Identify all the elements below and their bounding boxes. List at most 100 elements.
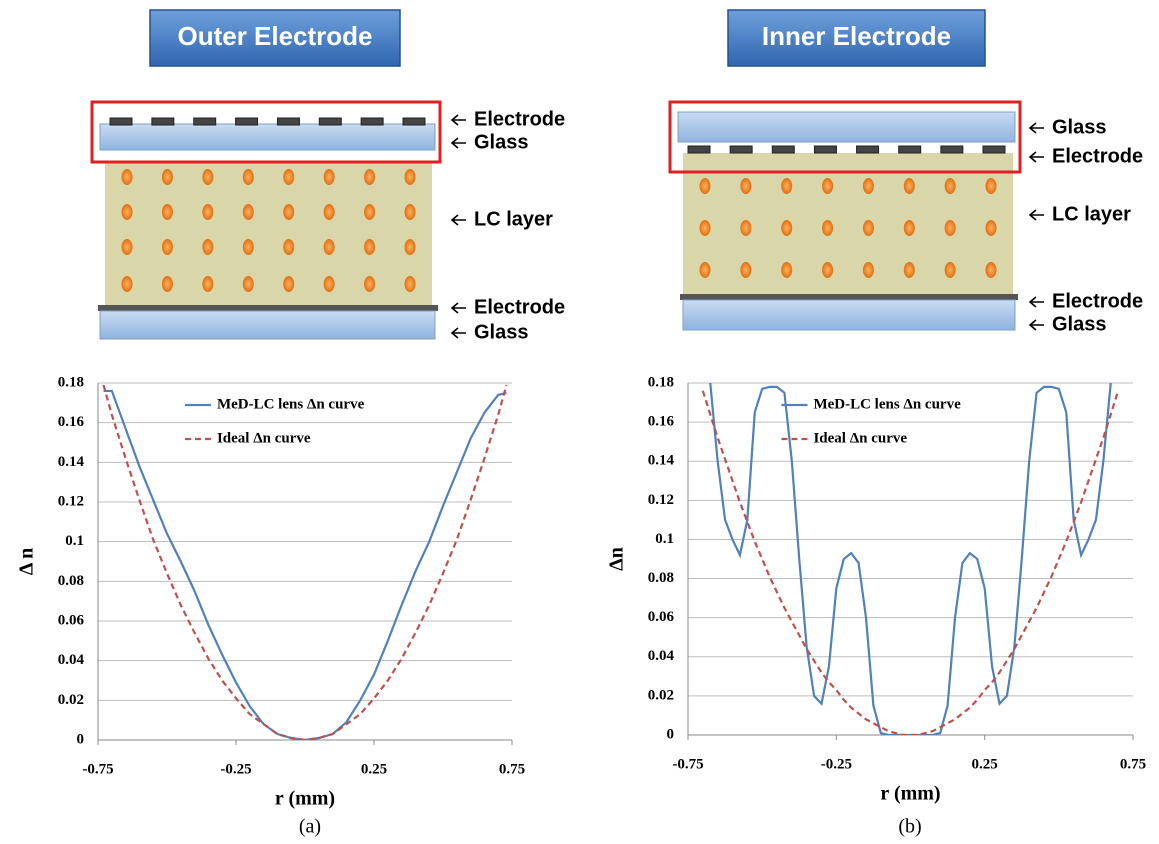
lc-molecule [822,220,833,236]
layer-label: Glass [474,131,528,153]
lc-molecule [986,262,997,278]
caption: (a) [299,816,321,838]
x-tick-label: -0.75 [82,761,113,777]
lc-molecule [986,220,997,236]
lc-layer [105,162,432,305]
lc-molecule [162,169,173,185]
lc-molecule [945,220,956,236]
y-tick-label: 0.04 [58,652,85,668]
electrode [680,294,1018,300]
y-tick-label: 0.1 [65,533,84,549]
lc-molecule [162,239,173,255]
panel-title: Outer Electrode [177,21,372,51]
y-tick-label: 0.18 [648,374,674,390]
lc-molecule [700,262,711,278]
electrode [403,118,425,125]
y-tick-label: 0.16 [58,414,85,430]
electrode [857,146,879,153]
figure: (a) (b) Outer ElectrodeElectrodeGlassLC … [0,0,1159,844]
lc-molecule [324,204,335,220]
arrow [1030,123,1044,133]
lc-molecule [202,239,213,255]
lc-molecule [405,239,416,255]
arrow [1030,320,1044,330]
legend-label: MeD-LC lens Δn curve [813,396,961,412]
lc-molecule [324,239,335,255]
glass [100,311,435,339]
lc-molecule [945,178,956,194]
arrow [1030,297,1044,307]
lc-molecule [405,204,416,220]
arrow [452,115,466,125]
electrode [152,118,174,125]
lc-molecule [904,262,915,278]
lc-molecule [122,239,133,255]
electrode [814,146,836,153]
electrode [983,146,1005,153]
y-tick-label: 0.08 [648,570,674,586]
lc-molecule [162,204,173,220]
lc-molecule [863,220,874,236]
lc-molecule [122,204,133,220]
electrode [194,118,216,125]
data-line [703,391,1118,735]
lc-molecule [202,169,213,185]
y-tick-label: 0.06 [58,612,85,628]
electrode [319,118,341,125]
y-tick-label: 0.14 [648,453,675,469]
y-tick-label: 0.16 [648,414,675,430]
y-axis-title: Δ n [16,548,38,576]
arrow [452,303,466,313]
layer-label: Electrode [474,296,565,318]
electrode [236,118,258,125]
x-tick-label: -0.25 [821,756,852,772]
lc-molecule [162,276,173,292]
lc-molecule [781,262,792,278]
y-tick-label: 0.14 [58,454,85,470]
caption: (b) [898,816,921,838]
lc-molecule [904,220,915,236]
lc-molecule [364,204,375,220]
lc-molecule [283,239,294,255]
lc-molecule [283,204,294,220]
x-axis-title: r (mm) [880,783,940,805]
y-tick-label: 0.02 [648,687,674,703]
arrow [452,215,466,225]
legend-label: Ideal Δn curve [813,430,907,446]
y-tick-label: 0.02 [58,692,84,708]
arrow [1030,210,1044,220]
lc-molecule [904,178,915,194]
lc-molecule [863,262,874,278]
electrode [730,146,752,153]
x-tick-label: 0.75 [499,761,525,777]
y-tick-label: 0 [667,726,675,742]
layer-label: Glass [1052,313,1106,335]
x-tick-label: 0.75 [1120,756,1146,772]
lc-molecule [324,169,335,185]
x-tick-label: -0.75 [672,756,703,772]
legend-label: Ideal Δn curve [217,430,311,446]
glass [678,112,1015,142]
lc-layer [683,153,1013,296]
lc-molecule [405,169,416,185]
lc-molecule [740,262,751,278]
y-tick-label: 0.18 [58,374,84,390]
lc-molecule [863,178,874,194]
electrode [361,118,383,125]
lc-molecule [740,178,751,194]
lc-molecule [700,178,711,194]
legend-label: MeD-LC lens Δn curve [217,396,365,412]
arrow [452,138,466,148]
lc-molecule [364,169,375,185]
y-tick-label: 0.1 [655,531,674,547]
lc-molecule [283,276,294,292]
arrow [452,328,466,338]
glass [100,124,435,150]
y-axis-title: Δn [606,547,628,571]
lc-molecule [822,262,833,278]
lc-molecule [243,169,254,185]
lc-molecule [405,276,416,292]
lc-molecule [945,262,956,278]
layer-label: Glass [1052,116,1106,138]
lc-molecule [986,178,997,194]
